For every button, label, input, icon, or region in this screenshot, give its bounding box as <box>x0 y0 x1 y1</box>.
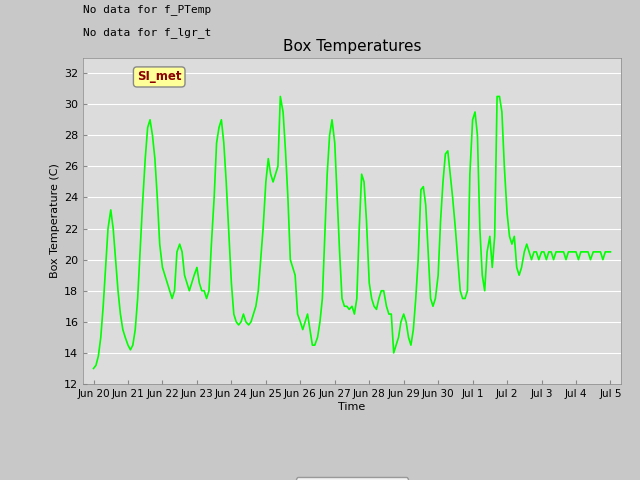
Title: Box Temperatures: Box Temperatures <box>283 39 421 54</box>
X-axis label: Time: Time <box>339 402 365 412</box>
Legend: Tower Air T: Tower Air T <box>296 477 408 480</box>
Text: No data for f_lgr_t: No data for f_lgr_t <box>83 27 211 38</box>
Y-axis label: Box Temperature (C): Box Temperature (C) <box>50 163 60 278</box>
Text: SI_met: SI_met <box>137 71 182 84</box>
Text: No data for f_PTemp: No data for f_PTemp <box>83 4 211 15</box>
